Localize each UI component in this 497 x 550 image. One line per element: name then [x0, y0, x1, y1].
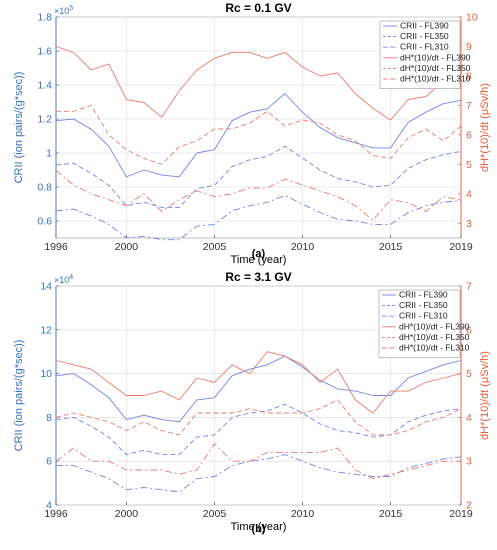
- series-line-5: [56, 104, 462, 165]
- x-tick-label: 1996: [44, 241, 68, 253]
- right-tick-label: 5: [466, 368, 472, 380]
- legend-box: [379, 20, 461, 89]
- left-axis-label: CRII (ion pairs/(g*sec)): [13, 72, 25, 184]
- x-tick-label: 2005: [203, 508, 227, 520]
- right-tick-label: 4: [466, 188, 472, 200]
- series-line-4: [55, 351, 462, 414]
- left-tick-label: 0.6: [37, 216, 52, 228]
- right-tick-label: 7: [466, 100, 472, 112]
- right-axis-label: dH*(10)/dt (μSv/h): [479, 351, 491, 440]
- legend-entry: CRII - FL310: [399, 311, 448, 321]
- x-tick-label: 2000: [115, 508, 139, 520]
- series-line-1: [55, 355, 462, 423]
- legend-entry: CRII - FL350: [399, 300, 448, 310]
- panel-label: (a): [252, 248, 266, 260]
- x-tick-label: 2015: [379, 508, 403, 520]
- x-tick-label: 2019: [449, 241, 473, 253]
- series-line-6: [55, 169, 462, 221]
- x-axis-label: Time (year): [231, 521, 287, 533]
- right-tick-label: 8: [466, 70, 472, 82]
- right-tick-label: 4: [466, 412, 472, 424]
- x-tick-label: 2005: [203, 241, 227, 253]
- legend-entry: CRII - FL350: [400, 31, 449, 41]
- legend-box: [378, 289, 461, 358]
- legend-entry: CRII - FL390: [399, 290, 448, 300]
- left-tick-label: 0.8: [37, 182, 52, 194]
- series-line-6: [55, 443, 461, 480]
- legend-entry: dH*(10)/dt - FL310: [399, 343, 470, 353]
- left-tick-label: 6: [46, 456, 52, 468]
- left-tick-label: 1.4: [37, 80, 52, 92]
- left-tick-label: 1.6: [37, 46, 52, 58]
- right-tick-label: 7: [466, 281, 472, 293]
- legend-entry: dH*(10)/dt - FL310: [400, 74, 471, 84]
- legend-entry: dH*(10)/dt - FL390: [399, 321, 470, 331]
- left-tick-label: 12: [40, 324, 52, 336]
- left-axis-multiplier: ×105: [54, 5, 73, 16]
- legend-entry: dH*(10)/dt - FL350: [400, 63, 471, 73]
- right-tick-label: 6: [466, 324, 472, 336]
- legend-entry: dH*(10)/dt - FL390: [400, 52, 471, 62]
- legend-entry: dH*(10)/dt - FL350: [399, 332, 470, 342]
- x-tick-label: 2010: [291, 241, 315, 253]
- x-tick-label: 2015: [379, 241, 403, 253]
- left-tick-label: 10: [40, 368, 52, 380]
- left-tick-label: 8: [46, 412, 52, 424]
- left-tick-label: 1: [46, 148, 52, 160]
- right-tick-label: 3: [466, 456, 472, 468]
- series-line-1: [55, 93, 462, 178]
- series-line-3: [56, 454, 462, 493]
- x-tick-label: 2000: [115, 241, 139, 253]
- series-line-3: [55, 195, 462, 241]
- series-line-4: [55, 46, 462, 121]
- legend-entry: CRII - FL390: [400, 21, 449, 31]
- left-axis-multiplier-exponent: 5: [69, 5, 73, 12]
- x-tick-label: 2019: [449, 508, 473, 520]
- left-tick-label: 4: [46, 500, 52, 512]
- left-axis-multiplier-exponent: 4: [69, 274, 73, 281]
- series-line-2: [55, 145, 462, 208]
- right-tick-label: 2: [466, 500, 472, 512]
- right-tick-label: 10: [466, 12, 478, 24]
- legend-entry: CRII - FL310: [400, 42, 449, 52]
- right-tick-label: 6: [466, 129, 472, 141]
- chart-panel-1: 1996 2000 2005 2010 2015 2019 0.6 0.8 1 1.2 1.4 1.6…: [13, 1, 491, 266]
- chart-panel-2: 1996 2000 2005 2010 2015 2019 4 6 8 10 12 14 2 3 4 5 6 7 ×…: [13, 270, 491, 535]
- right-tick-label: 3: [466, 218, 472, 230]
- left-axis-multiplier: ×104: [54, 274, 73, 285]
- chart-title: Rc = 0.1 GV: [225, 1, 291, 15]
- left-axis-label: CRII (ion pairs/(g*sec)): [13, 340, 25, 452]
- left-tick-label: 1.2: [37, 114, 52, 126]
- panel-label: (b): [251, 523, 265, 535]
- x-axis-label: Time (year): [231, 254, 287, 266]
- chart-title: Rc = 3.1 GV: [225, 270, 291, 284]
- right-tick-label: 9: [466, 41, 472, 53]
- right-tick-label: 5: [466, 159, 472, 171]
- x-tick-label: 1996: [44, 508, 68, 520]
- left-tick-label: 14: [40, 281, 52, 293]
- right-axis-label: dH*(10)/dt (μSv/h): [479, 83, 491, 172]
- left-tick-label: 1.8: [37, 12, 52, 24]
- x-tick-label: 2010: [291, 508, 315, 520]
